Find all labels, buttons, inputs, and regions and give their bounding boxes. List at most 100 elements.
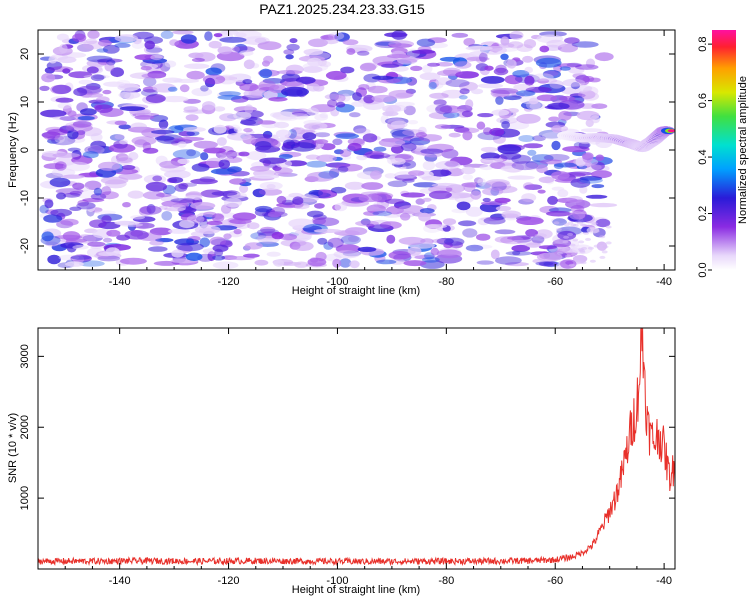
- heatmap-cell: [78, 260, 105, 267]
- heatmap-cell: [413, 182, 439, 188]
- heatmap-cell: [219, 151, 245, 157]
- heatmap-cell: [359, 62, 377, 72]
- heatmap-cell: [559, 66, 571, 71]
- heatmap-cell: [482, 187, 504, 196]
- heatmap-cell: [443, 111, 460, 119]
- heatmap-cell: [140, 66, 152, 71]
- heatmap-cell: [148, 246, 168, 252]
- heatmap-cell: [227, 166, 242, 173]
- heatmap-cell: [548, 116, 560, 122]
- heatmap-cell: [602, 245, 609, 249]
- heatmap-cell: [56, 192, 66, 200]
- heatmap-cell: [495, 96, 504, 105]
- heatmap-cell: [532, 73, 554, 81]
- heatmap-cell: [87, 241, 106, 247]
- heatmap-cell: [437, 69, 463, 77]
- heatmap-cell: [388, 251, 411, 260]
- heatmap-cell: [161, 211, 173, 221]
- snr-x-label: Height of straight line (km): [292, 584, 420, 596]
- heatmap-cell: [582, 86, 599, 97]
- heatmap-cell: [47, 138, 60, 144]
- heatmap-cell: [259, 181, 283, 190]
- heatmap-cell: [556, 251, 563, 255]
- heatmap-cell: [85, 38, 98, 45]
- heatmap-cell: [240, 85, 251, 90]
- heatmap-cell: [597, 241, 604, 245]
- heatmap-cell: [244, 242, 263, 250]
- heatmap-cell: [276, 70, 303, 75]
- heatmap-cell: [171, 249, 184, 258]
- heatmap-cell: [194, 225, 221, 235]
- heatmap-cell: [143, 76, 157, 87]
- heatmap-cell: [480, 152, 501, 160]
- heatmap-cell: [314, 203, 325, 209]
- heatmap-cell: [66, 243, 77, 253]
- heatmap-cell: [325, 70, 347, 80]
- heatmap-cell: [90, 133, 103, 142]
- heatmap-cell: [500, 53, 509, 60]
- heatmap-cell: [230, 46, 240, 53]
- heatmap-cell: [103, 237, 113, 243]
- heatmap-cell: [65, 261, 84, 267]
- heatmap-cell: [397, 205, 425, 214]
- heatmap-cell: [218, 159, 230, 170]
- heatmap-cell: [575, 64, 599, 70]
- heatmap-cell: [569, 211, 586, 220]
- heatmap-cell: [90, 140, 107, 151]
- heatmap-cell: [442, 218, 457, 226]
- heatmap-cell: [235, 32, 247, 38]
- heatmap-cell: [365, 81, 376, 91]
- heatmap-cell: [54, 161, 67, 171]
- heatmap-cell: [555, 228, 562, 232]
- heatmap-cell: [518, 198, 534, 205]
- heatmap-cell: [292, 110, 308, 116]
- colorbar-tick-label: 0.6: [697, 93, 709, 108]
- heatmap-cell: [44, 199, 54, 209]
- heatmap-cell: [349, 260, 360, 269]
- heatmap-cell: [87, 30, 100, 39]
- heatmap-cell: [306, 160, 328, 168]
- heatmap-cell: [257, 41, 282, 51]
- heatmap-cell: [80, 108, 97, 116]
- heatmap-cell: [585, 194, 608, 199]
- heatmap-cell: [480, 76, 505, 84]
- signal-track: [557, 126, 675, 153]
- heatmap-cell: [332, 138, 343, 146]
- heatmap-cell: [465, 99, 474, 109]
- heatmap-cell: [373, 146, 387, 152]
- heatmap-cell: [184, 195, 203, 201]
- heatmap-cell: [254, 259, 269, 266]
- heatmap-cell: [428, 81, 437, 90]
- heatmap-cell: [86, 202, 96, 213]
- heatmap-cell: [118, 124, 132, 130]
- heatmap-cell: [547, 195, 558, 205]
- heatmap-cell: [589, 202, 618, 208]
- heatmap-cell: [400, 192, 426, 198]
- heatmap-cell: [260, 226, 276, 234]
- snr-y-label: SNR (10 * v/v): [7, 413, 19, 483]
- colorbar-tick-label: 0.8: [697, 36, 709, 51]
- heatmap-cell: [551, 171, 570, 180]
- heatmap-cell: [139, 205, 162, 215]
- heatmap-cell: [482, 197, 491, 203]
- heatmap-cell: [88, 99, 106, 104]
- heatmap-cell: [248, 90, 268, 96]
- heatmap-cell: [423, 224, 441, 233]
- heatmap-cell: [322, 34, 338, 41]
- heatmap-cell: [289, 113, 309, 120]
- heatmap-cell: [341, 199, 370, 207]
- heatmap-cell: [387, 180, 408, 188]
- heatmap-cell: [233, 111, 252, 120]
- colorbar-gradient: [712, 30, 736, 270]
- heatmap-cell: [525, 229, 538, 237]
- heatmap-cell: [89, 219, 107, 228]
- heatmap-cell: [291, 127, 302, 134]
- heatmap-cell: [388, 89, 414, 99]
- heatmap-cell: [334, 149, 344, 155]
- heatmap-cell: [259, 157, 287, 164]
- heatmap-cell: [378, 138, 406, 148]
- heatmap-cell: [142, 147, 159, 154]
- heatmap-cell: [591, 184, 605, 189]
- heatmap-cell: [239, 50, 254, 56]
